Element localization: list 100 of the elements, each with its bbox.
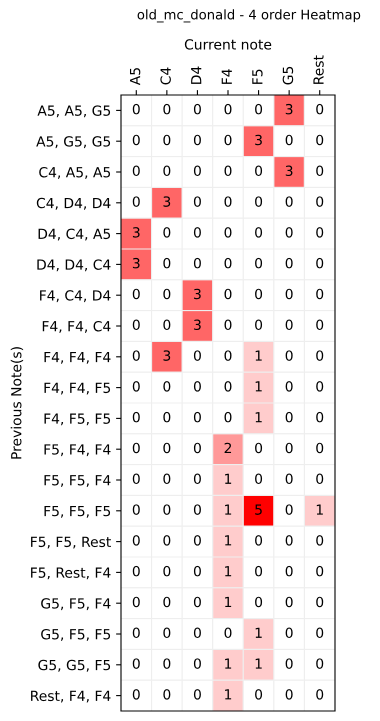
data-label: 1	[225, 689, 232, 700]
data-label: 0	[255, 596, 262, 608]
data-label: 0	[316, 566, 324, 576]
data-label: 0	[255, 288, 262, 300]
y-tick-label: G5, F5, F5	[41, 628, 110, 641]
data-label: 0	[224, 134, 232, 146]
data-label: 0	[132, 566, 140, 576]
x-tick-label: F4	[222, 69, 232, 84]
x-tick-label: A5	[130, 68, 140, 86]
data-label: 1	[225, 535, 232, 546]
data-label: 0	[316, 474, 324, 484]
data-label: 1	[256, 350, 262, 361]
data-label: 0	[286, 535, 293, 546]
data-label: 0	[316, 350, 324, 361]
data-label: 0	[286, 412, 293, 422]
data-label: 0	[194, 689, 201, 700]
data-label: 0	[194, 196, 201, 207]
data-label: 0	[224, 320, 232, 330]
data-label: 0	[316, 104, 324, 114]
x-tick-label: Rest	[313, 55, 324, 84]
data-label: 0	[224, 288, 232, 300]
data-label: 0	[163, 104, 170, 114]
data-label: 1	[256, 412, 262, 422]
data-label: 0	[194, 227, 201, 238]
data-label: 0	[194, 166, 201, 176]
data-label: 0	[163, 596, 170, 608]
y-tick-label: F4, F4, C4	[42, 320, 110, 333]
data-label: 0	[163, 381, 170, 392]
data-label: 1	[256, 628, 262, 638]
data-label: 0	[224, 166, 232, 176]
data-label: 0	[255, 566, 262, 576]
data-label: 0	[255, 474, 262, 484]
y-tick-label: G5, G5, F5	[38, 660, 110, 672]
data-label: 0	[194, 658, 201, 669]
data-label: 0	[163, 166, 170, 176]
data-label: 0	[255, 196, 262, 207]
data-label: 0	[194, 596, 201, 608]
data-label: 0	[316, 535, 324, 546]
x-tick-label: G5	[282, 66, 294, 84]
data-label: 3	[286, 104, 292, 114]
data-label: 3	[255, 134, 262, 146]
data-label: 0	[132, 628, 140, 638]
data-label: 0	[194, 258, 201, 268]
data-label: 0	[255, 166, 262, 176]
y-tick-label: F4, C4, D4	[40, 290, 110, 302]
data-label: 0	[316, 412, 324, 422]
y-tick-label: F5, F5, Rest	[31, 536, 111, 548]
data-label: 0	[194, 535, 201, 546]
data-label: 0	[255, 227, 262, 238]
data-label: 0	[255, 689, 262, 700]
data-label: 0	[132, 196, 140, 207]
data-label: 0	[163, 227, 170, 238]
data-label: 0	[286, 227, 293, 238]
y-tick-label: F5, F4, F4	[44, 444, 111, 456]
y-tick-label: D4, D4, C4	[37, 259, 110, 272]
data-label: 0	[255, 258, 262, 268]
data-label: 0	[224, 628, 232, 638]
y-tick-label: C4, D4, D4	[36, 198, 110, 210]
data-label: 0	[286, 628, 293, 638]
data-label: 0	[194, 504, 201, 515]
data-label: 0	[286, 689, 293, 700]
data-label: 0	[286, 381, 293, 392]
data-label: 3	[164, 196, 170, 207]
data-label: 0	[286, 474, 293, 484]
y-tick-label: F5, Rest, F4	[31, 568, 111, 580]
data-label: 0	[316, 442, 324, 454]
data-label: 0	[316, 689, 324, 700]
data-label: 0	[194, 412, 201, 422]
data-label: 0	[316, 196, 324, 207]
y-tick-label: A5, G5, G5	[36, 136, 110, 148]
data-label: 0	[286, 134, 293, 146]
data-label: 0	[132, 134, 140, 146]
data-label: 0	[194, 134, 201, 146]
data-label: 0	[224, 412, 232, 422]
data-label: 0	[316, 628, 324, 638]
data-label: 0	[132, 288, 140, 300]
data-label: 0	[132, 504, 140, 515]
data-label: 0	[194, 381, 201, 392]
chart-title: old_mc_donald - 4 order Heatmap	[138, 9, 360, 22]
data-label: 0	[132, 658, 140, 669]
data-label: 0	[224, 227, 232, 238]
data-label: 0	[163, 258, 170, 268]
data-label: 0	[132, 474, 140, 484]
data-label: 3	[164, 350, 170, 361]
data-label: 0	[255, 104, 262, 114]
data-label: 0	[163, 474, 170, 484]
data-label: 0	[194, 474, 201, 484]
data-label: 0	[163, 320, 170, 330]
data-label: 0	[286, 504, 293, 515]
data-label: 3	[286, 166, 292, 176]
y-tick-label: Rest, F4, F4	[31, 690, 111, 702]
data-label: 3	[194, 320, 201, 330]
data-label: 0	[286, 196, 293, 207]
data-label: 0	[286, 658, 293, 669]
y-tick-label: F4, F5, F5	[44, 414, 110, 426]
data-label: 0	[194, 566, 201, 576]
data-label: 1	[316, 504, 323, 515]
data-label: 0	[163, 288, 170, 300]
data-label: 0	[132, 320, 140, 330]
data-label: 0	[286, 566, 293, 576]
